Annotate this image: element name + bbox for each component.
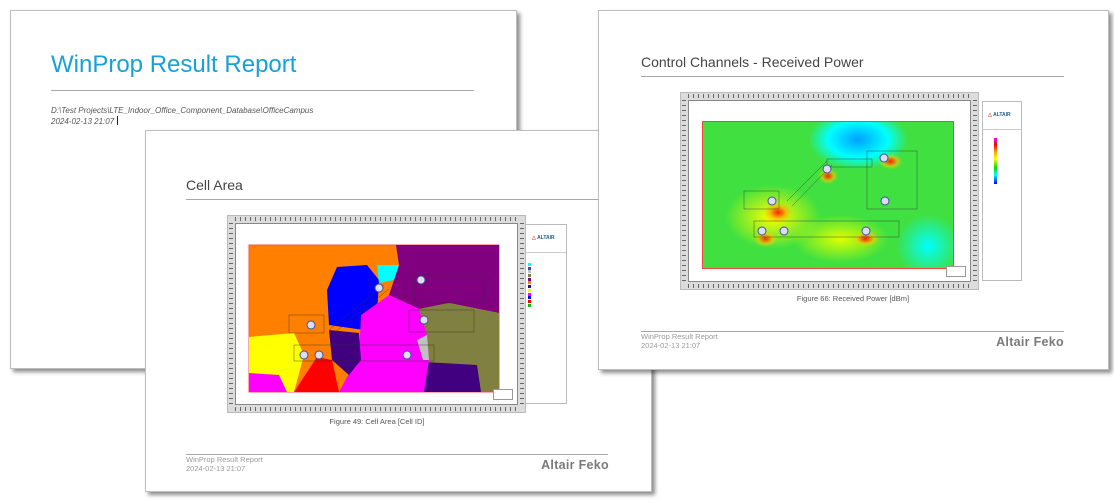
right-ruler: [973, 100, 977, 282]
legend-swatch: [528, 285, 531, 289]
footer-divider: [186, 454, 608, 455]
report-date-line[interactable]: 2024-02-13 21:07: [51, 116, 119, 127]
section-divider: [186, 199, 608, 200]
left-ruler: [682, 100, 686, 282]
report-date: 2024-02-13 21:07: [51, 117, 115, 126]
top-ruler: [688, 94, 971, 98]
footer-brand: Altair Feko: [996, 335, 1064, 349]
cell-area-plot: [248, 244, 500, 393]
figure-caption: Figure 66: Received Power [dBm]: [796, 294, 910, 303]
section-title: Control Channels - Received Power: [641, 54, 864, 70]
text-cursor: [117, 116, 119, 125]
top-ruler: [235, 217, 518, 221]
footer-title: WinProp Result Report: [641, 332, 718, 341]
footer-date: 2024-02-13 21:07: [186, 464, 246, 473]
legend-swatch: [528, 266, 531, 270]
legend-swatch: [528, 303, 531, 307]
legend-swatch: [528, 281, 531, 285]
legend-swatch: [528, 274, 531, 278]
legend-swatches: [528, 263, 531, 307]
received-power-legend: △ ALTAIR: [982, 101, 1022, 281]
scale-indicator: [493, 389, 513, 400]
legend-swatch: [528, 296, 531, 300]
left-ruler: [229, 223, 233, 405]
footer-title: WinProp Result Report: [186, 455, 263, 464]
footer-date: 2024-02-13 21:07: [641, 341, 701, 350]
colorbar: [994, 138, 997, 184]
legend-swatch: [528, 270, 531, 274]
footer-brand: Altair Feko: [541, 458, 609, 472]
figure-caption: Figure 49: Cell Area [Cell ID]: [329, 417, 425, 426]
legend-swatch: [528, 263, 531, 266]
legend-divider: [526, 252, 566, 253]
building-outline: [743, 150, 918, 238]
received-power-page: Control Channels - Received Power △ ALTA…: [598, 10, 1109, 370]
legend-swatch: [528, 288, 531, 292]
cell-area-map: [227, 215, 526, 413]
cell-area-legend: △ ALTAIR: [525, 224, 567, 404]
bottom-ruler: [235, 407, 518, 411]
map-canvas: [688, 100, 971, 282]
right-ruler: [520, 223, 524, 405]
project-path: D:\Test Projects\LTE_Indoor_Office_Compo…: [51, 106, 314, 115]
bottom-ruler: [688, 284, 971, 288]
received-power-map: [680, 92, 979, 290]
legend-divider: [983, 129, 1021, 130]
map-canvas: [235, 223, 518, 405]
legend-swatch: [528, 299, 531, 303]
section-title: Cell Area: [186, 177, 243, 193]
scale-indicator: [946, 266, 966, 277]
footer-divider: [641, 331, 1064, 332]
legend-swatch: [528, 292, 531, 296]
altair-logo: △ ALTAIR: [988, 112, 1011, 118]
cell-area-page: Cell Area: [145, 130, 652, 492]
title-divider: [51, 90, 474, 91]
altair-logo: △ ALTAIR: [532, 235, 555, 241]
legend-swatch: [528, 277, 531, 281]
report-title: WinProp Result Report: [51, 51, 297, 78]
section-divider: [641, 76, 1064, 77]
